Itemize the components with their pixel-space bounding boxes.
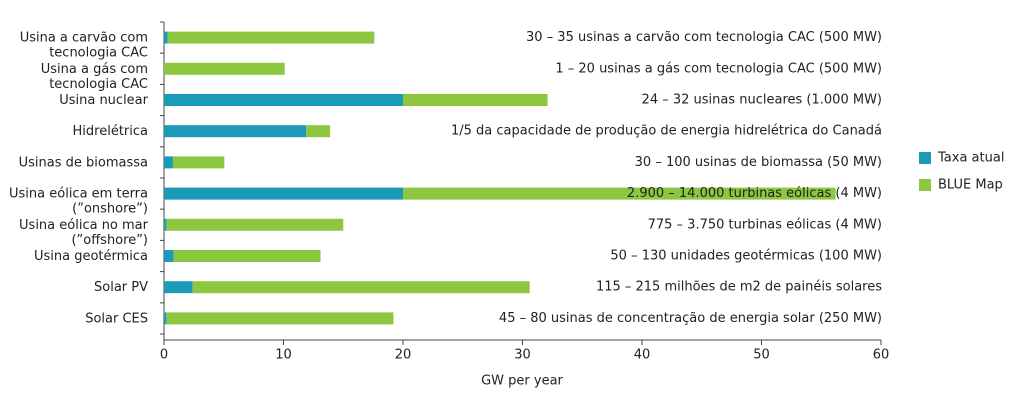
- bar-segment: [192, 281, 530, 294]
- category-label: Usina eólica em terra (”onshore”): [9, 186, 148, 216]
- x-tick-label: 20: [395, 348, 412, 363]
- bar-segment: [164, 31, 168, 44]
- category-label: Hidrelétrica: [73, 124, 148, 139]
- annotation: 30 – 35 usinas a carvão com tecnologia C…: [526, 30, 882, 45]
- annotation: 1/5 da capacidade de produção de energia…: [451, 124, 882, 139]
- bar-segment: [166, 312, 394, 325]
- bar-segment: [166, 218, 344, 231]
- bar-segment: [173, 250, 321, 262]
- annotation: 24 – 32 usinas nucleares (1.000 MW): [642, 93, 882, 108]
- legend-label: Taxa atual: [937, 151, 1004, 166]
- annotation: 45 – 80 usinas de concentração de energi…: [499, 311, 882, 326]
- bar-segment: [167, 31, 375, 44]
- legend-swatch: [919, 179, 931, 191]
- category-label: Usina nuclear: [59, 93, 148, 108]
- annotation: 30 – 100 usinas de biomassa (50 MW): [635, 155, 882, 170]
- annotation: 50 – 130 unidades geotérmicas (100 MW): [610, 249, 882, 264]
- x-tick-label: 10: [275, 348, 292, 363]
- category-label: Solar CES: [85, 311, 148, 326]
- bar-segment: [164, 312, 167, 325]
- bar-segment: [164, 156, 173, 169]
- legend-swatch: [919, 152, 931, 164]
- category-label: Solar PV: [94, 280, 148, 295]
- category-label: Usina a gás com tecnologia CAC: [41, 61, 148, 91]
- x-tick-label: 0: [160, 348, 168, 363]
- bar-segment: [164, 250, 174, 262]
- x-tick-label: 40: [634, 348, 651, 363]
- annotation: 115 – 215 milhões de m2 de painéis solar…: [596, 280, 882, 295]
- x-tick-label: 50: [753, 348, 770, 363]
- bar-segment: [164, 94, 403, 106]
- bar-segment: [164, 62, 285, 75]
- bar-segment: [403, 94, 548, 106]
- annotation: 775 – 3.750 turbinas eólicas (4 MW): [648, 217, 882, 232]
- annotation: 2.900 – 14.000 turbinas eólicas (4 MW): [627, 186, 882, 201]
- bar-segment: [164, 125, 307, 138]
- x-tick-label: 30: [514, 348, 531, 363]
- bar-segment: [164, 218, 167, 231]
- x-axis-title: GW per year: [481, 374, 563, 389]
- bar-segment: [403, 187, 836, 200]
- legend-label: BLUE Map: [938, 178, 1003, 193]
- category-label: Usinas de biomassa: [19, 155, 148, 170]
- category-label: Usina eólica no mar (”offshore”): [19, 217, 149, 247]
- category-label: Usina geotérmica: [34, 249, 148, 264]
- bar-segment: [164, 187, 403, 200]
- bar-segment: [164, 281, 193, 294]
- category-label: Usina a carvão com tecnologia CAC: [20, 30, 148, 60]
- annotation: 1 – 20 usinas a gás com tecnologia CAC (…: [555, 61, 882, 76]
- x-tick-label: 60: [873, 348, 890, 363]
- bar-segment: [172, 156, 225, 169]
- bar-segment: [306, 125, 331, 138]
